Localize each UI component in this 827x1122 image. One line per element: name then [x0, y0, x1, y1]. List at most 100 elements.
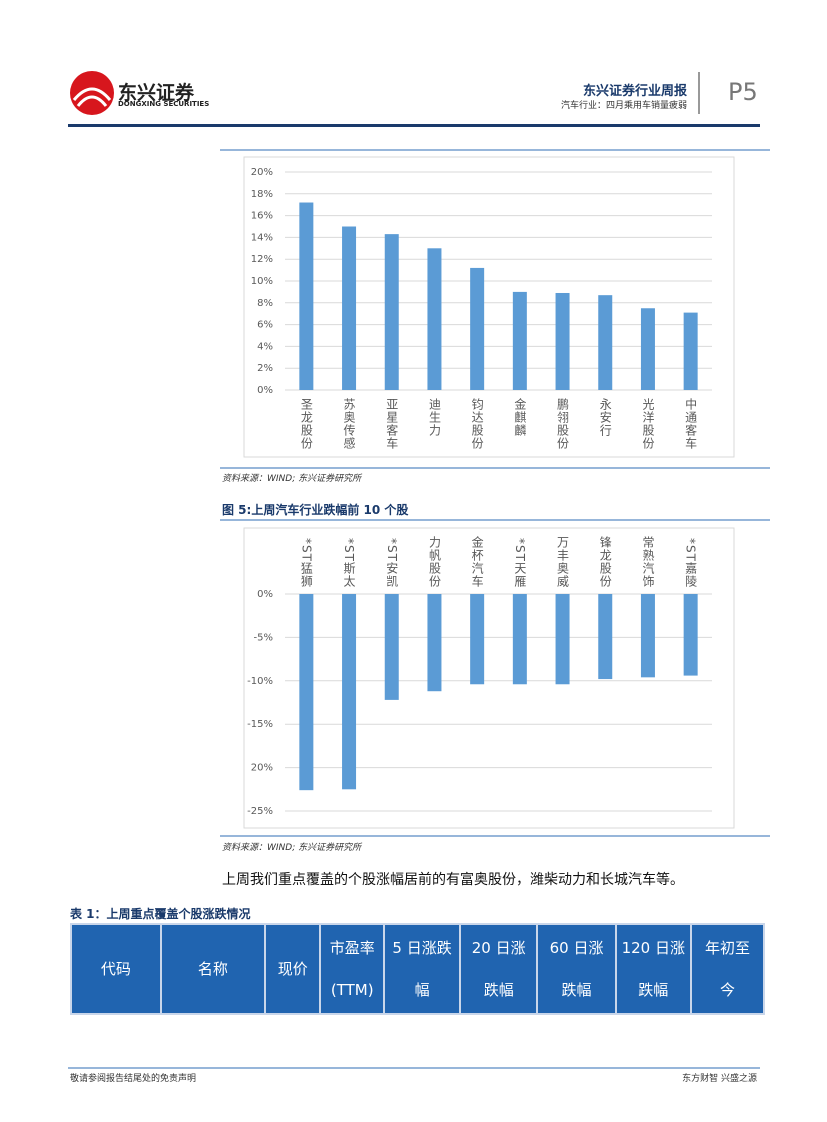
- header-cell: 市盈率 (TTM): [319, 923, 386, 1015]
- y-tick-label: 16%: [251, 211, 273, 222]
- bar: [640, 308, 655, 390]
- header-cell: 名称: [159, 923, 267, 1015]
- y-tick-label: -5%: [254, 632, 273, 643]
- y-tick-label: 6%: [257, 320, 273, 331]
- y-tick-label: 2%: [257, 363, 273, 374]
- x-tick-label: 锋龙股份: [598, 536, 612, 588]
- header-text: 5 日涨跌: [392, 939, 452, 957]
- x-tick-label: 常熟汽饰: [641, 536, 655, 588]
- header-cell: 20 日涨跌幅: [459, 923, 539, 1015]
- x-tick-label: *ST斯太: [342, 538, 356, 588]
- y-tick-label: 14%: [251, 232, 273, 243]
- table-caption: 表 1：上周重点覆盖个股涨跌情况: [70, 907, 251, 921]
- bar: [512, 594, 527, 685]
- y-tick-label: 18%: [251, 189, 273, 200]
- x-tick-label: *ST猛狮: [299, 538, 313, 588]
- header-text: 代码: [100, 960, 131, 978]
- x-tick-label: 迪生力: [427, 398, 441, 437]
- bar: [384, 234, 399, 390]
- header-text: 市盈率: [329, 939, 375, 957]
- header-text: 跌幅: [483, 981, 514, 999]
- y-tick-label: 20%: [251, 763, 273, 774]
- x-tick-label: 鹏翎股份: [556, 398, 570, 450]
- company-en: DONGXING SECURITIES: [118, 100, 210, 108]
- header-cell: 5 日涨跌幅: [383, 923, 462, 1015]
- header-text: 名称: [197, 960, 228, 978]
- y-tick-label: 8%: [257, 298, 273, 309]
- company: 东兴证券: [118, 82, 195, 104]
- x-tick-label: 亚星客车: [385, 398, 399, 450]
- logo-stripe: [72, 87, 112, 101]
- y-tick-label: 12%: [251, 254, 273, 265]
- figure-caption: 图 5:上周汽车行业跌幅前 10 个股: [222, 503, 409, 517]
- header-text: 120 日涨: [621, 939, 685, 957]
- header-divider: [698, 72, 700, 114]
- header-row: 代码 名称 现价 市盈率 (TTM) 5 日涨跌幅 20 日涨 跌幅 60 日涨 跌幅 120 日涨…: [70, 923, 766, 1015]
- x-tick-label: 力帆股份: [427, 536, 441, 588]
- logo: [70, 71, 114, 115]
- x-tick-label: 永安行: [598, 398, 612, 437]
- y-tick-label: -15%: [247, 719, 273, 730]
- report-name: 东兴证券行业周报: [582, 84, 687, 99]
- header-text: 今: [719, 981, 735, 999]
- x-tick-label: 苏奥传感: [342, 398, 356, 450]
- header-cell: 60 日涨跌幅: [536, 923, 617, 1015]
- logo-stripe: [76, 95, 108, 107]
- x-tick-label: 金麒麟: [513, 397, 527, 437]
- bar: [470, 267, 485, 390]
- header-cell: 现价: [264, 923, 322, 1015]
- y-tick-label: -25%: [247, 806, 273, 817]
- x-tick-label: *ST天雁: [513, 538, 527, 588]
- bar: [640, 594, 655, 678]
- bar: [683, 594, 698, 676]
- page-number: P5: [728, 78, 758, 106]
- bar: [555, 292, 570, 390]
- x-tick-label: *ST嘉陵: [684, 538, 698, 588]
- report-subtitle: 汽车行业：四月乘用车销量疲弱: [560, 101, 687, 111]
- source: 资料来源：WIND; 东兴证券研究所: [222, 474, 362, 484]
- x-tick-label: 钧达股份: [470, 398, 484, 450]
- header-text: 年初至: [704, 939, 750, 957]
- header-rule: [68, 124, 760, 127]
- bar: [683, 312, 698, 390]
- chart-frame: [243, 156, 735, 458]
- bar: [342, 594, 357, 790]
- y-tick-label: 20%: [251, 167, 273, 178]
- header-cell: 年初至今: [689, 923, 766, 1015]
- x-tick-label: 光洋股份: [641, 398, 655, 450]
- header-text: 幅: [414, 981, 430, 999]
- y-tick-label: 10%: [251, 276, 273, 287]
- footer-right: 东方财智 兴盛之源: [682, 1074, 757, 1084]
- y-tick-label: -10%: [247, 676, 273, 687]
- x-tick-label: 圣龙股份: [299, 398, 313, 450]
- x-tick-label: *ST安凯: [385, 538, 399, 588]
- x-tick-label: 金杯汽车: [470, 535, 484, 588]
- y-tick-label: 0%: [257, 589, 273, 600]
- bar: [299, 202, 314, 390]
- header-text: 60 日涨: [549, 939, 604, 957]
- bar: [427, 248, 442, 390]
- y-tick-label: 0%: [257, 385, 273, 396]
- bar: [427, 594, 442, 692]
- header-text: 跌幅: [638, 981, 669, 999]
- bar: [470, 594, 485, 685]
- paragraph: 上周我们重点覆盖的个股涨幅居前的有富奥股份，潍柴动力和长城汽车等。: [222, 872, 684, 888]
- header-text: 现价: [277, 960, 308, 978]
- bar: [598, 594, 613, 680]
- header-text: 跌幅: [561, 981, 592, 999]
- source: 资料来源：WIND; 东兴证券研究所: [222, 843, 362, 853]
- header-text: 20 日涨: [471, 939, 526, 957]
- y-tick-label: 4%: [257, 341, 273, 352]
- bar: [598, 295, 613, 390]
- chart-frame: [243, 527, 735, 829]
- x-tick-label: 万丰奥威: [556, 536, 570, 588]
- bar: [555, 594, 570, 685]
- bar: [299, 594, 314, 791]
- bar: [512, 291, 527, 390]
- table: 代码 名称 现价 市盈率 (TTM) 5 日涨跌幅 20 日涨 跌幅 60 日涨 跌幅 120 日涨…: [70, 923, 766, 1015]
- bar: [342, 226, 357, 390]
- bar: [384, 594, 399, 700]
- x-tick-label: 中通客车: [684, 397, 698, 450]
